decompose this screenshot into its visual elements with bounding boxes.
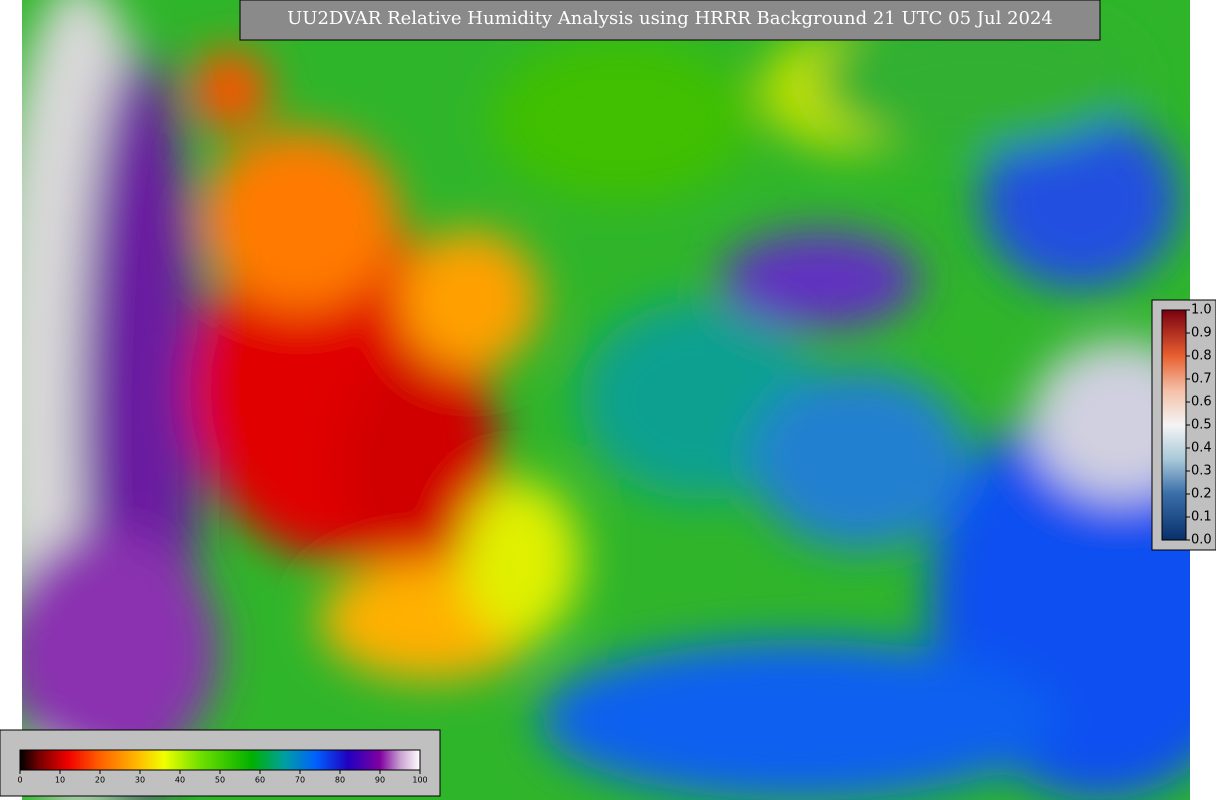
tick-label: 10 [55, 776, 65, 785]
title-box [239, 0, 1101, 41]
observation-colorbar [1161, 309, 1187, 541]
tick-label: 0.8 [1191, 349, 1212, 364]
tick-label: 30 [135, 776, 145, 785]
tick-label: 80 [335, 776, 345, 785]
tick-label: 0.7 [1191, 372, 1212, 387]
tick-label: 60 [255, 776, 265, 785]
map-title: UU2DVAR Relative Humidity Analysis using… [287, 8, 1053, 29]
tick-label: 50 [215, 776, 225, 785]
tick-label: 0.6 [1191, 395, 1212, 410]
tick-label: 1.0 [1191, 303, 1212, 318]
tick-label: 0.0 [1191, 533, 1212, 548]
tick-label: 90 [375, 776, 385, 785]
tick-label: 0.3 [1191, 464, 1212, 479]
tick-label: 0.5 [1191, 418, 1212, 433]
tick-label: 70 [295, 776, 305, 785]
tick-label: 0.2 [1191, 487, 1212, 502]
tick-label: 40 [175, 776, 185, 785]
tick-label: 20 [95, 776, 105, 785]
tick-label: 0 [17, 776, 22, 785]
tick-label: 0.1 [1191, 510, 1212, 525]
tick-label: 100 [412, 776, 427, 785]
tick-label: 0.4 [1191, 441, 1212, 456]
humidity-colorbar [19, 749, 421, 771]
tick-label: 0.9 [1191, 326, 1212, 341]
